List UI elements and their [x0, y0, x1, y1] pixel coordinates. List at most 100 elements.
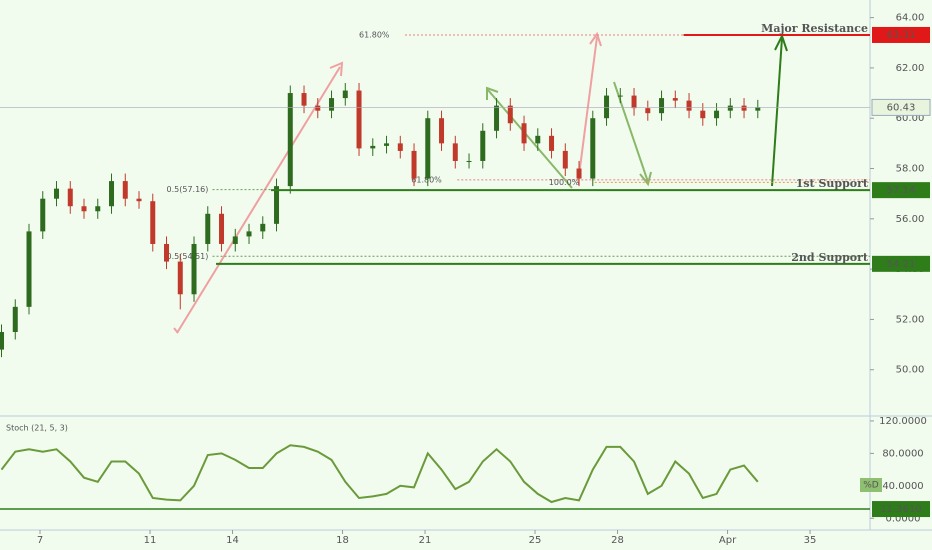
arrow — [173, 327, 179, 334]
candle-body — [590, 118, 596, 179]
level-label: 2nd Support — [791, 251, 869, 264]
candle-body — [40, 198, 46, 232]
fib-label: 0.5(54.51) — [167, 252, 209, 261]
price-badge — [871, 98, 931, 116]
candle-body — [150, 201, 156, 244]
level-badge — [872, 182, 930, 199]
candle-body — [631, 95, 637, 109]
candle-body — [700, 110, 706, 119]
candle-body — [232, 236, 238, 244]
level-badge — [872, 255, 930, 272]
y-tick-label: 60.00 — [896, 113, 925, 124]
candle-body — [411, 150, 417, 179]
y-tick-label: 120.0000 — [879, 416, 927, 427]
candle-body — [81, 206, 87, 212]
candle-body — [54, 188, 60, 199]
candle-body — [397, 143, 403, 151]
candle-body — [755, 107, 761, 111]
candle-body — [356, 90, 362, 149]
candle-body — [67, 188, 73, 207]
candle-body — [12, 306, 18, 332]
candle-body — [480, 130, 486, 161]
x-tick-label: 11 — [144, 535, 157, 546]
arrowhead — [589, 31, 602, 47]
candle-body — [576, 168, 582, 179]
fib-label: 100.0% — [549, 178, 580, 187]
y-tick-label: 64.00 — [896, 13, 925, 24]
candle-body — [219, 213, 225, 244]
candle-body — [0, 332, 5, 350]
candle-body — [384, 143, 390, 146]
candle-body — [329, 98, 335, 111]
candle-body — [26, 231, 32, 307]
x-tick-label: 28 — [611, 535, 624, 546]
y-tick-label: 62.00 — [896, 63, 925, 74]
fib-label: 61.80% — [411, 175, 442, 184]
fib-label: 61.80% — [359, 30, 390, 39]
candle-body — [617, 95, 623, 97]
candle-body — [672, 98, 678, 101]
candle-body — [177, 261, 183, 295]
y-tick-label: 50.00 — [896, 365, 925, 376]
arrow — [176, 66, 341, 334]
candle-body — [604, 95, 610, 119]
candle-body — [342, 90, 348, 99]
level-badge — [872, 26, 930, 43]
candle-body — [301, 93, 307, 106]
level-label: 1st Support — [796, 177, 869, 190]
candle-body — [452, 143, 458, 161]
y-tick-label: 40.0000 — [882, 481, 923, 492]
x-tick-label: Apr — [719, 535, 737, 546]
legend-label: %D — [863, 481, 879, 491]
level-label: Major Resistance — [761, 22, 868, 35]
reference-label: 11.3610 — [880, 504, 921, 515]
candle-body — [562, 150, 568, 169]
x-tick-label: 14 — [226, 535, 239, 546]
candle-body — [287, 93, 293, 187]
candle-body — [109, 181, 115, 207]
y-tick-label: 80.0000 — [882, 448, 923, 459]
x-tick-label: 18 — [336, 535, 349, 546]
candle-body — [260, 223, 266, 232]
candle-body — [439, 118, 445, 144]
arrowhead — [639, 171, 652, 187]
x-tick-label: 35 — [804, 535, 817, 546]
arrow — [771, 37, 783, 187]
candle-body — [521, 123, 527, 144]
candle-body — [507, 105, 513, 124]
candle-body — [246, 231, 252, 237]
candle-body — [425, 118, 431, 179]
candle-body — [645, 108, 651, 114]
x-tick-label: 25 — [529, 535, 542, 546]
candle-body — [686, 100, 692, 111]
y-tick-label: 52.00 — [896, 314, 925, 325]
last-price-label: 60.43 — [887, 102, 916, 113]
y-tick-label: 0.0000 — [886, 513, 921, 524]
candle-body — [466, 160, 472, 162]
arrows — [173, 31, 788, 334]
candle-body — [714, 110, 720, 119]
arrowhead — [774, 33, 788, 52]
reference-badge — [872, 501, 930, 518]
candle-body — [741, 105, 747, 111]
candle-body — [191, 243, 197, 295]
candle-body — [95, 206, 101, 212]
candle-body — [535, 135, 541, 144]
x-tick-label: 7 — [37, 535, 43, 546]
candle-body — [659, 98, 665, 114]
level-value: 63.31 — [887, 30, 916, 41]
candle-body — [274, 186, 280, 224]
candle-body — [164, 243, 170, 262]
arrow — [487, 89, 573, 189]
arrowhead — [486, 86, 499, 100]
series-line — [0, 444, 759, 504]
arrowhead — [329, 61, 344, 77]
arrow — [577, 36, 598, 184]
candle-body — [370, 145, 376, 149]
level-value: 57.14 — [887, 185, 916, 196]
level-value: 54.21 — [887, 259, 916, 270]
indicator-title: Stoch (21, 5, 3) — [6, 424, 68, 433]
candle-body — [122, 181, 128, 199]
